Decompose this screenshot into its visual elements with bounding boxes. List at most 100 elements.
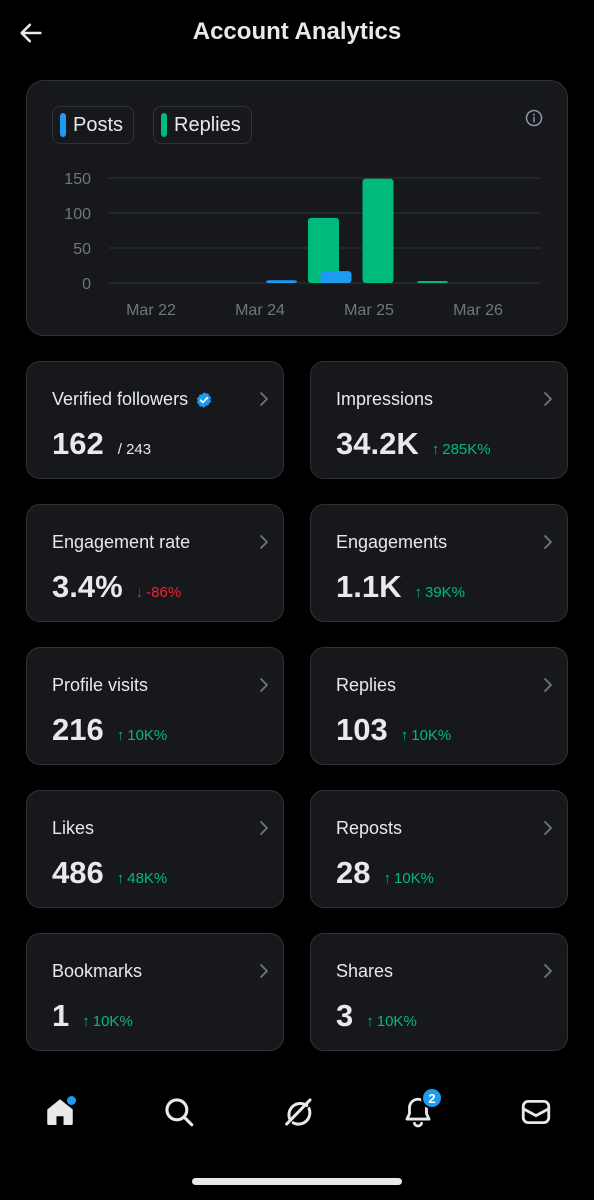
metric-value: 34.2K <box>336 426 419 461</box>
metric-change-value: 39K% <box>424 584 466 601</box>
bar-posts <box>320 271 352 283</box>
y-tick-label: 100 <box>64 206 91 223</box>
metric-change: ↑ 285K% <box>432 441 491 458</box>
metric-card-profile-visits[interactable]: Profile visits 216 ↑ 10K% <box>26 647 284 765</box>
metric-card-verified-followers[interactable]: Verified followers 162 / 243 <box>26 361 284 479</box>
nav-home[interactable] <box>38 1090 82 1134</box>
metric-change: ↓ -86% <box>136 584 182 601</box>
search-icon <box>165 1098 194 1127</box>
metric-value-row: 216 ↑ 10K% <box>52 712 167 748</box>
metric-card-likes[interactable]: Likes 486 ↑ 48K% <box>26 790 284 908</box>
notification-dot <box>67 1096 76 1105</box>
notification-badge: 2 <box>421 1087 443 1109</box>
arrow-up-icon: ↑ <box>400 727 409 744</box>
metric-value: 1 <box>52 998 70 1033</box>
metric-value: 216 <box>52 712 104 747</box>
chevron-right-icon <box>257 676 271 694</box>
metric-label: Verified followers <box>52 389 213 410</box>
metric-value-row: 1 ↑ 10K% <box>52 998 133 1034</box>
metric-label: Profile visits <box>52 675 149 695</box>
info-button[interactable] <box>523 107 545 129</box>
legend-replies[interactable]: Replies <box>153 106 252 144</box>
legend-swatch-replies <box>161 113 167 137</box>
metric-label: Engagements <box>336 532 448 552</box>
home-icon <box>47 1099 73 1126</box>
metric-change-value: 10K% <box>393 870 435 887</box>
metric-change-value: 48K% <box>127 870 168 887</box>
home-indicator <box>192 1178 402 1185</box>
metric-value: 1.1K <box>336 569 402 604</box>
page-title: Account Analytics <box>192 18 402 45</box>
metric-value: 3.4% <box>52 569 123 604</box>
metric-change-value: 10K% <box>411 727 452 744</box>
metric-change-value: 10K% <box>127 727 168 744</box>
metric-value: 486 <box>52 855 104 890</box>
metric-card-bookmarks[interactable]: Bookmarks 1 ↑ 10K% <box>26 933 284 1051</box>
chevron-right-icon <box>541 533 555 551</box>
arrow-up-icon: ↑ <box>116 870 125 887</box>
legend-swatch-posts <box>60 113 66 137</box>
metric-card-engagement-rate[interactable]: Engagement rate 3.4% ↓ -86% <box>26 504 284 622</box>
chevron-right-icon <box>541 819 555 837</box>
chevron-right-icon <box>257 533 271 551</box>
bar-replies <box>308 217 339 283</box>
metric-change-value: 10K% <box>376 1013 417 1030</box>
metric-value-row: 162 / 243 <box>52 426 151 462</box>
chevron-right-icon <box>257 390 271 408</box>
metric-change: ↑ 10K% <box>82 1013 133 1030</box>
nav-messages[interactable] <box>514 1090 558 1134</box>
metric-change: ↑ 10K% <box>366 1013 417 1030</box>
metric-card-impressions[interactable]: Impressions 34.2K ↑ 285K% <box>310 361 568 479</box>
x-tick-label: Mar 26 <box>453 302 503 319</box>
x-tick-label: Mar 25 <box>344 302 394 319</box>
bar-chart: 0 50 100 150 Mar 22 Mar 24 Mar 25 Mar 26 <box>64 171 541 319</box>
legend-posts[interactable]: Posts <box>52 106 135 144</box>
info-icon <box>525 109 543 127</box>
bar-posts <box>266 280 297 283</box>
back-button[interactable] <box>14 16 48 50</box>
metric-card-replies[interactable]: Replies 103 ↑ 10K% <box>310 647 568 765</box>
nav-grok[interactable] <box>276 1090 320 1134</box>
chart-card: Posts Replies 0 50 100 150 Mar 22 Mar 24 Mar 2… <box>26 80 568 336</box>
chevron-right-icon <box>541 962 555 980</box>
arrow-up-icon: ↑ <box>366 1013 374 1030</box>
metric-change-value: 10K% <box>92 1013 133 1030</box>
chevron-right-icon <box>541 676 555 694</box>
legend-label-replies: Replies <box>174 113 241 136</box>
metric-label-text: Verified followers <box>52 389 189 409</box>
nav-search[interactable] <box>157 1090 201 1134</box>
arrow-up-icon: ↑ <box>431 441 440 458</box>
metric-label: Reposts <box>336 818 403 838</box>
metric-value-row: 3.4% ↓ -86% <box>52 569 181 605</box>
metric-card-shares[interactable]: Shares 3 ↑ 10K% <box>310 933 568 1051</box>
metric-value: 28 <box>336 855 371 890</box>
y-tick-label: 50 <box>73 241 91 258</box>
bottom-nav: 2 <box>0 1080 594 1140</box>
bar-replies <box>362 178 394 283</box>
metric-change: ↑ 10K% <box>383 870 434 887</box>
legend-label-posts: Posts <box>73 113 124 136</box>
nav-notifications[interactable]: 2 <box>396 1087 443 1134</box>
metric-label: Shares <box>336 961 394 981</box>
metric-value-row: 103 ↑ 10K% <box>336 712 451 748</box>
x-tick-label: Mar 22 <box>126 302 176 319</box>
metric-total: / 243 <box>117 441 152 458</box>
metric-change: ↑ 10K% <box>117 727 168 744</box>
arrow-up-icon: ↑ <box>116 727 125 744</box>
metric-card-engagements[interactable]: Engagements 1.1K ↑ 39K% <box>310 504 568 622</box>
metric-value-row: 1.1K ↑ 39K% <box>336 569 465 605</box>
metric-value: 3 <box>336 998 354 1033</box>
y-tick-label: 150 <box>64 171 91 188</box>
metric-label: Likes <box>52 818 95 838</box>
metric-label: Replies <box>336 675 397 695</box>
metric-value-row: 486 ↑ 48K% <box>52 855 167 891</box>
arrow-left-icon <box>20 23 42 43</box>
metric-change-value: 285K% <box>442 441 491 458</box>
metric-label: Impressions <box>336 389 434 409</box>
metric-change: ↑ 48K% <box>117 870 168 887</box>
bar-replies <box>417 281 448 283</box>
metric-value: 162 <box>52 426 104 461</box>
mail-icon <box>521 1099 551 1125</box>
metric-card-reposts[interactable]: Reposts 28 ↑ 10K% <box>310 790 568 908</box>
metric-change-value: -86% <box>146 584 182 601</box>
